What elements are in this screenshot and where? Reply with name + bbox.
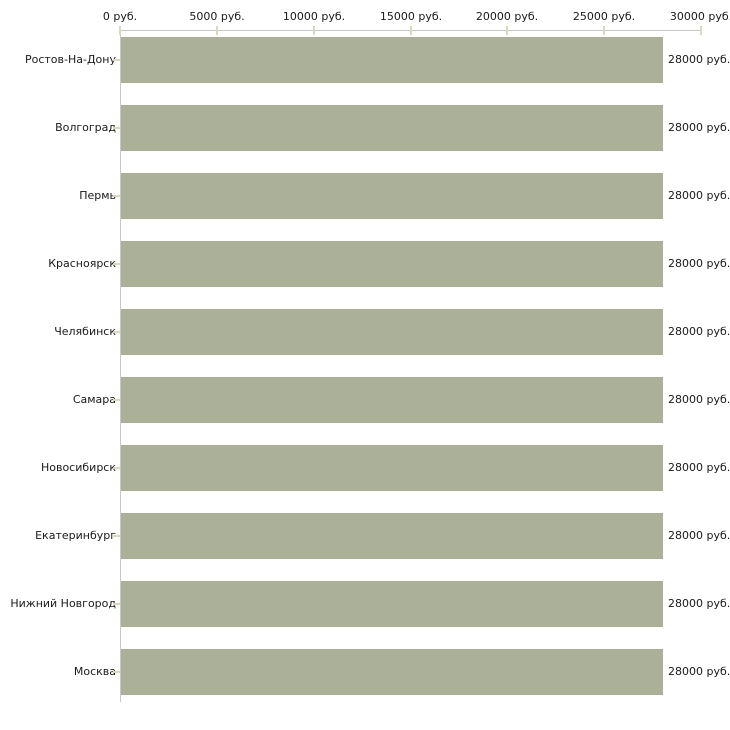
y-axis-tick-mark xyxy=(113,467,120,469)
category-label: Екатеринбург xyxy=(35,529,116,542)
value-label: 28000 руб. xyxy=(668,325,730,338)
bar xyxy=(121,581,663,627)
y-axis-tick-mark xyxy=(113,399,120,401)
category-label: Нижний Новгород xyxy=(10,597,116,610)
x-axis-tick-label: 20000 руб. xyxy=(475,10,539,23)
category-label: Челябинск xyxy=(54,325,116,338)
y-axis-tick-mark xyxy=(113,127,120,129)
category-label: Волгоград xyxy=(55,121,116,134)
y-axis-tick-mark xyxy=(113,59,120,61)
bar xyxy=(121,37,663,83)
x-axis-tick-label: 25000 руб. xyxy=(572,10,636,23)
x-axis-tick-label: 5000 руб. xyxy=(189,10,245,23)
bar xyxy=(121,105,663,151)
x-axis-tick-mark xyxy=(506,26,508,35)
y-axis-tick-mark xyxy=(113,331,120,333)
value-label: 28000 руб. xyxy=(668,597,730,610)
y-axis-tick-mark xyxy=(113,195,120,197)
category-label: Пермь xyxy=(79,189,116,202)
value-label: 28000 руб. xyxy=(668,393,730,406)
x-axis-tick-mark xyxy=(313,26,315,35)
value-label: 28000 руб. xyxy=(668,53,730,66)
x-axis-tick-mark xyxy=(216,26,218,35)
bar xyxy=(121,309,663,355)
bar xyxy=(121,241,663,287)
x-axis-tick-mark xyxy=(119,26,121,35)
value-label: 28000 руб. xyxy=(668,257,730,270)
y-axis-tick-mark xyxy=(113,535,120,537)
category-label: Москва xyxy=(73,665,116,678)
x-axis-tick-mark xyxy=(700,26,702,35)
y-axis-tick-mark xyxy=(113,263,120,265)
bar xyxy=(121,445,663,491)
category-label: Самара xyxy=(72,393,116,406)
category-label: Ростов-На-Дону xyxy=(24,53,116,66)
x-axis-tick-label: 10000 руб. xyxy=(282,10,346,23)
bar xyxy=(121,377,663,423)
bar xyxy=(121,513,663,559)
value-label: 28000 руб. xyxy=(668,529,730,542)
x-axis-tick-mark xyxy=(410,26,412,35)
y-axis-line xyxy=(120,30,121,702)
y-axis-tick-mark xyxy=(113,671,120,673)
value-label: 28000 руб. xyxy=(668,665,730,678)
category-label: Новосибирск xyxy=(40,461,116,474)
x-axis-tick-label: 0 руб. xyxy=(102,10,138,23)
value-label: 28000 руб. xyxy=(668,461,730,474)
bar xyxy=(121,649,663,695)
x-axis-tick-label: 15000 руб. xyxy=(379,10,443,23)
value-label: 28000 руб. xyxy=(668,121,730,134)
category-label: Красноярск xyxy=(48,257,116,270)
x-axis-tick-label: 30000 руб. xyxy=(669,10,730,23)
bar xyxy=(121,173,663,219)
y-axis-tick-mark xyxy=(113,603,120,605)
value-label: 28000 руб. xyxy=(668,189,730,202)
x-axis-tick-mark xyxy=(603,26,605,35)
